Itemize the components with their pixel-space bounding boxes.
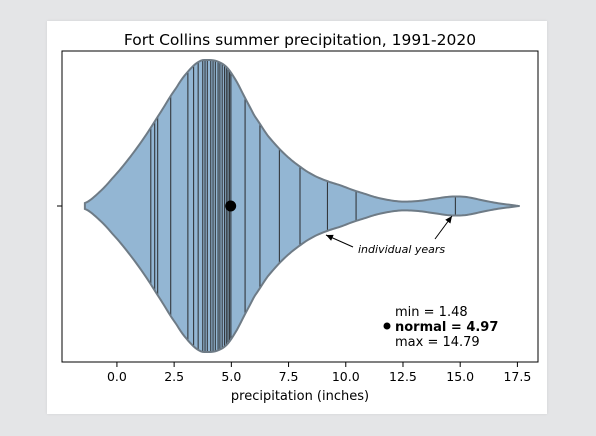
x-tick-label: 10.0 [332, 369, 360, 384]
x-axis-ticks: 0.0 2.5 5.0 7.5 10.0 12.5 15.0 17.5 [107, 362, 531, 384]
annotation-arrowhead [326, 234, 334, 241]
annotation-label: individual years [358, 243, 445, 256]
x-tick-label: 2.5 [164, 369, 184, 384]
violin-chart: Fort Collins summer precipitation, 1991-… [57, 31, 539, 404]
stat-max: max = 14.79 [395, 335, 480, 350]
x-tick-label: 17.5 [503, 369, 531, 384]
stat-normal: normal = 4.97 [395, 320, 498, 335]
x-tick-label: 7.5 [279, 369, 299, 384]
x-tick-label: 15.0 [446, 369, 474, 384]
stats-legend: min = 1.48 normal = 4.97 max = 14.79 [383, 305, 498, 350]
x-tick-label: 0.0 [107, 369, 127, 384]
x-tick-label: 5.0 [221, 369, 241, 384]
normal-bullet-icon [383, 322, 391, 330]
x-axis-label: precipitation (inches) [231, 389, 369, 404]
normal-marker [225, 200, 237, 212]
x-tick-label: 12.5 [389, 369, 417, 384]
stat-min: min = 1.48 [395, 305, 468, 320]
annotation-arrowhead [445, 216, 452, 224]
chart-card: Fort Collins summer precipitation, 1991-… [47, 21, 547, 414]
violin-outline [83, 58, 520, 354]
chart-title: Fort Collins summer precipitation, 1991-… [124, 31, 476, 49]
